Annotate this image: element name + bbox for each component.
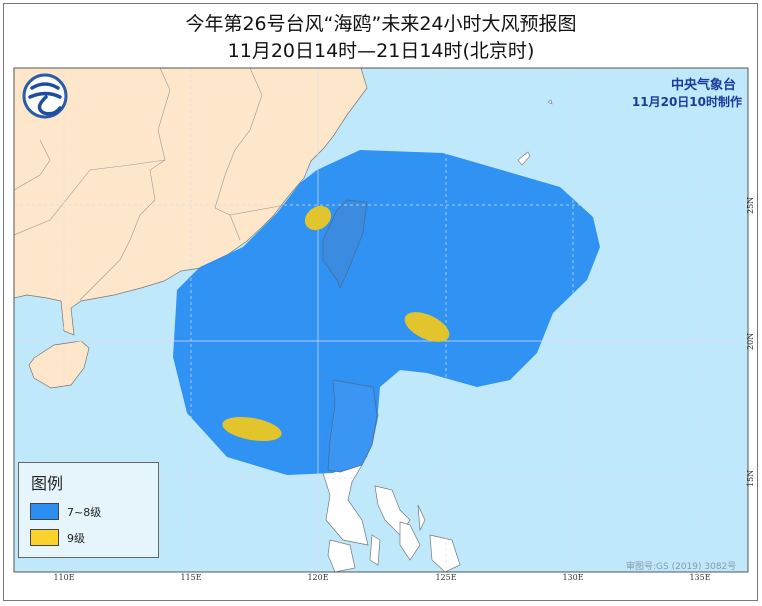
luzon-in-zone <box>327 379 378 473</box>
legend-label-9: 9级 <box>67 532 85 545</box>
gale-zone-7-8 <box>173 150 600 475</box>
gale-9-east-of-taiwan <box>404 312 450 342</box>
gale-9-south-china-sea <box>222 416 282 442</box>
map-subtitle: 11月20日14时—21日14时(北京时) <box>227 40 535 62</box>
legend-title: 图例 <box>31 474 64 493</box>
lon-label: 110E <box>53 573 75 582</box>
map-title: 今年第26号台风“海鸥”未来24小时大风预报图 <box>185 13 577 35</box>
lat-label: 20N <box>746 332 755 350</box>
map-border <box>13 67 749 573</box>
legend: 图例 7~8级 9级 <box>18 462 159 558</box>
lon-label: 130E <box>562 573 584 582</box>
lat-label: 15N <box>746 469 755 487</box>
province-borders <box>14 68 286 301</box>
agency-name: 中央气象台 <box>670 78 736 93</box>
map-approval-number: 审图号:GS (2019) 3082号 <box>626 562 737 572</box>
legend-swatch-9 <box>30 529 59 546</box>
lon-label: 120E <box>307 573 329 582</box>
legend-swatch-7-8 <box>30 503 59 520</box>
cma-logo-icon <box>22 73 68 119</box>
lat-label: 25N <box>746 196 755 214</box>
hainan-island <box>28 340 90 389</box>
gale-9-taiwan-strait <box>304 205 332 231</box>
lon-label: 115E <box>180 573 202 582</box>
ryukyu-islands <box>517 99 553 166</box>
issue-time: 11月20日10时制作 <box>631 95 742 109</box>
lon-label: 125E <box>435 573 457 582</box>
outer-frame <box>3 3 758 601</box>
gale-zone-9 <box>222 205 450 442</box>
taiwan-island <box>322 199 368 289</box>
lon-label: 135E <box>689 573 711 582</box>
legend-label-7-8: 7~8级 <box>67 506 102 519</box>
